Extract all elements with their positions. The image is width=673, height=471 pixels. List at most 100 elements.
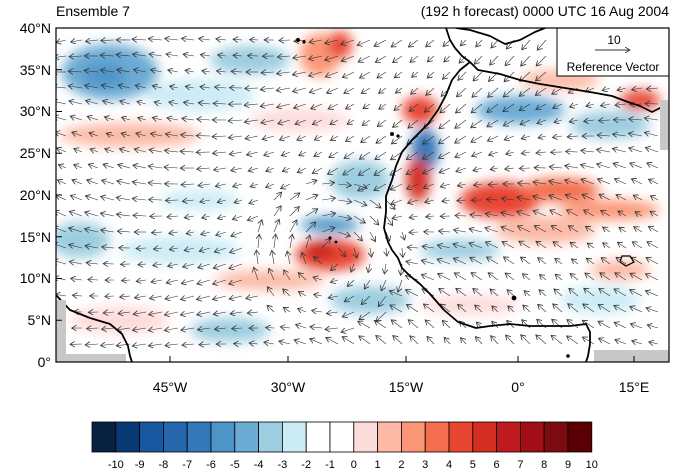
wind-arrow-icon	[88, 279, 99, 280]
wind-arrow-icon	[615, 104, 627, 105]
wind-arrow-icon	[181, 296, 195, 300]
wind-arrow-icon	[646, 308, 659, 313]
wind-arrow-icon	[390, 305, 403, 313]
wind-arrow-icon	[230, 247, 243, 253]
lat-label: 5°N	[28, 312, 52, 328]
colorbar-label: 8	[541, 459, 547, 471]
wind-arrow-icon	[505, 168, 515, 169]
wind-arrow-icon	[148, 166, 163, 168]
wind-arrow-icon	[581, 179, 595, 185]
wind-arrow-icon	[152, 86, 163, 88]
wind-arrow-icon	[553, 242, 563, 249]
wind-arrow-icon	[281, 152, 291, 156]
wind-arrow-icon	[471, 119, 483, 128]
wind-arrow-icon	[149, 200, 163, 201]
wind-arrow-icon	[337, 216, 352, 219]
wind-arrow-icon	[200, 200, 211, 202]
wind-arrow-icon	[501, 227, 515, 233]
wind-arrow-icon	[567, 136, 579, 137]
wind-arrow-icon	[570, 242, 579, 249]
wind-arrow-icon	[132, 199, 147, 201]
wind-arrow-icon	[213, 279, 227, 284]
wind-arrow-icon	[121, 133, 131, 136]
wind-arrow-icon	[586, 258, 595, 265]
wind-arrow-icon	[354, 247, 357, 258]
wind-arrow-icon	[584, 210, 595, 217]
wind-arrow-icon	[165, 39, 179, 41]
wind-arrow-icon	[103, 312, 115, 313]
wind-arrow-icon	[229, 263, 243, 269]
wind-arrow-icon	[427, 336, 435, 345]
wind-arrow-icon	[273, 206, 281, 217]
wind-arrow-icon	[181, 184, 195, 185]
wind-arrow-icon	[137, 102, 147, 105]
wind-arrow-icon	[427, 71, 435, 78]
wind-arrow-icon	[456, 103, 467, 113]
wind-arrow-icon	[363, 104, 371, 109]
wind-arrow-icon	[390, 167, 403, 175]
wind-arrow-icon	[168, 70, 179, 72]
wind-arrow-icon	[440, 184, 451, 187]
wind-arrow-icon	[182, 344, 195, 345]
wind-arrow-icon	[505, 55, 515, 66]
wind-arrow-icon	[603, 227, 611, 232]
wind-arrow-icon	[351, 263, 354, 272]
wind-arrow-icon	[149, 150, 163, 152]
wind-arrow-icon	[341, 55, 355, 61]
wind-arrow-icon	[442, 200, 451, 201]
wind-arrow-icon	[281, 184, 291, 189]
wind-arrow-icon	[117, 231, 131, 232]
wind-arrow-icon	[101, 85, 115, 88]
wind-arrow-icon	[305, 209, 318, 217]
colorbar-swatch	[353, 421, 378, 453]
wind-arrow-icon	[247, 312, 259, 313]
wind-arrow-icon	[283, 307, 291, 312]
wind-arrow-icon	[305, 180, 317, 184]
wind-arrow-icon	[616, 195, 627, 201]
wind-arrow-icon	[166, 54, 179, 56]
wind-arrow-icon	[213, 152, 227, 153]
wind-arrow-icon	[148, 183, 163, 184]
wind-arrow-icon	[361, 135, 371, 143]
wind-arrow-icon	[136, 133, 147, 136]
wind-arrow-icon	[485, 214, 499, 217]
wind-arrow-icon	[439, 288, 451, 297]
wind-arrow-icon	[630, 307, 643, 313]
wind-arrow-icon	[56, 101, 67, 104]
colorbar-swatch	[448, 421, 474, 453]
wind-arrow-icon	[274, 234, 276, 249]
wind-arrow-icon	[455, 151, 467, 157]
wind-arrow-icon	[217, 200, 227, 202]
wind-arrow-icon	[600, 104, 611, 106]
wind-arrow-icon	[353, 231, 362, 241]
wind-arrow-icon	[645, 148, 659, 153]
wind-arrow-icon	[302, 252, 307, 265]
wind-arrow-icon	[216, 71, 227, 72]
wind-arrow-icon	[569, 288, 579, 297]
wind-arrow-icon	[269, 268, 275, 281]
wind-arrow-icon	[181, 328, 195, 330]
wind-arrow-icon	[536, 55, 547, 66]
wind-arrow-icon	[85, 196, 99, 201]
wind-arrow-icon	[87, 180, 99, 184]
wind-arrow-icon	[585, 273, 595, 281]
wind-arrow-icon	[346, 135, 355, 142]
wind-arrow-icon	[214, 168, 227, 170]
wind-arrow-icon	[422, 151, 435, 159]
wind-arrow-icon	[277, 104, 291, 107]
wind-arrow-icon	[378, 295, 387, 307]
wind-arrow-icon	[272, 250, 274, 265]
wind-arrow-icon	[390, 183, 403, 190]
wind-arrow-icon	[379, 103, 387, 109]
wind-arrow-icon	[344, 151, 355, 159]
wind-arrow-icon	[279, 136, 291, 140]
wind-arrow-icon	[584, 288, 595, 297]
wind-arrow-icon	[518, 183, 531, 184]
wind-arrow-icon	[314, 257, 323, 265]
wind-arrow-icon	[297, 168, 307, 173]
wind-arrow-icon	[346, 103, 355, 109]
wind-arrow-icon	[533, 182, 547, 184]
wind-arrow-icon	[376, 336, 387, 345]
wind-arrow-icon	[341, 327, 355, 332]
wind-arrow-icon	[394, 71, 403, 78]
